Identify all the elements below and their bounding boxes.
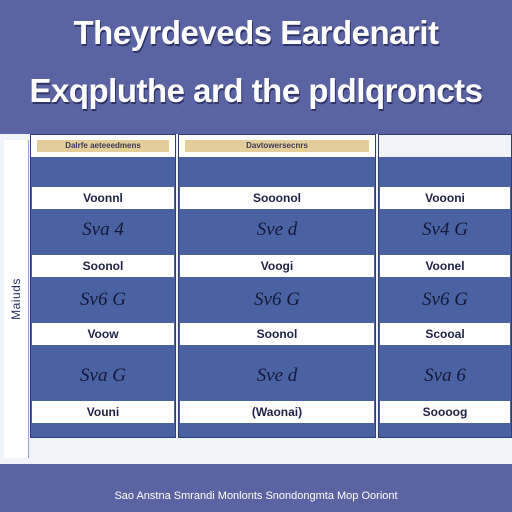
table-cell: Soonol (32, 255, 174, 277)
column-header (379, 135, 511, 157)
table-cell: Sve d (256, 365, 298, 386)
table-cell: Voonel (380, 255, 510, 277)
column-header-label: Dalrfe aeteeedmens (37, 140, 169, 152)
table-cell: Soonol (180, 323, 374, 345)
table-cell: Vouni (32, 401, 174, 423)
table-cell: Voow (32, 323, 174, 345)
row-axis-strip: Maiuds (4, 140, 29, 458)
column-header: Dalrfe aeteeedmens (31, 135, 175, 157)
table-cell: Sve d (256, 219, 298, 240)
table-cell: Sooonol (180, 187, 374, 209)
table-cell: Sv6 G (254, 289, 300, 310)
table-cell: Sv4 G (422, 219, 468, 240)
comparison-table: Maiuds Dalrfe aeteeedmens Voonnl Sva 4 S… (0, 134, 512, 464)
footer-caption: Sao Anstna Smrandi Monlonts Snondongmta … (114, 490, 398, 502)
table-cell: Sv6 G (422, 289, 468, 310)
table-cell: Voogi (180, 255, 374, 277)
table-cell: Scooal (380, 323, 510, 345)
title-line-1: Theyrdeveds Eardenarit (73, 14, 440, 51)
table-cell: Voonnl (32, 187, 174, 209)
table-cell: Sv6 G (80, 289, 126, 310)
table-column-2: Davtowersecnrs Sooonol Sve d Voogi Sv6 G… (178, 134, 376, 438)
table-cell: (Waonai) (180, 401, 374, 423)
table-column-3: Voooni Sv4 G Voonel Sv6 G Scooal Sva 6 S… (378, 134, 512, 438)
title-line-2: Exqpluthe ard the pldlqroncts (29, 72, 483, 109)
row-axis-label: Maiuds (9, 278, 23, 320)
table-cell: Soooog (380, 401, 510, 423)
column-header: Davtowersecnrs (179, 135, 375, 157)
column-header-label: Davtowersecnrs (185, 140, 369, 152)
table-cell: Sva 6 (424, 365, 466, 386)
table-cell: Voooni (380, 187, 510, 209)
table-column-1: Dalrfe aeteeedmens Voonnl Sva 4 Soonol S… (30, 134, 176, 438)
table-cell: Sva G (80, 365, 126, 386)
table-cell: Sva 4 (82, 219, 124, 240)
